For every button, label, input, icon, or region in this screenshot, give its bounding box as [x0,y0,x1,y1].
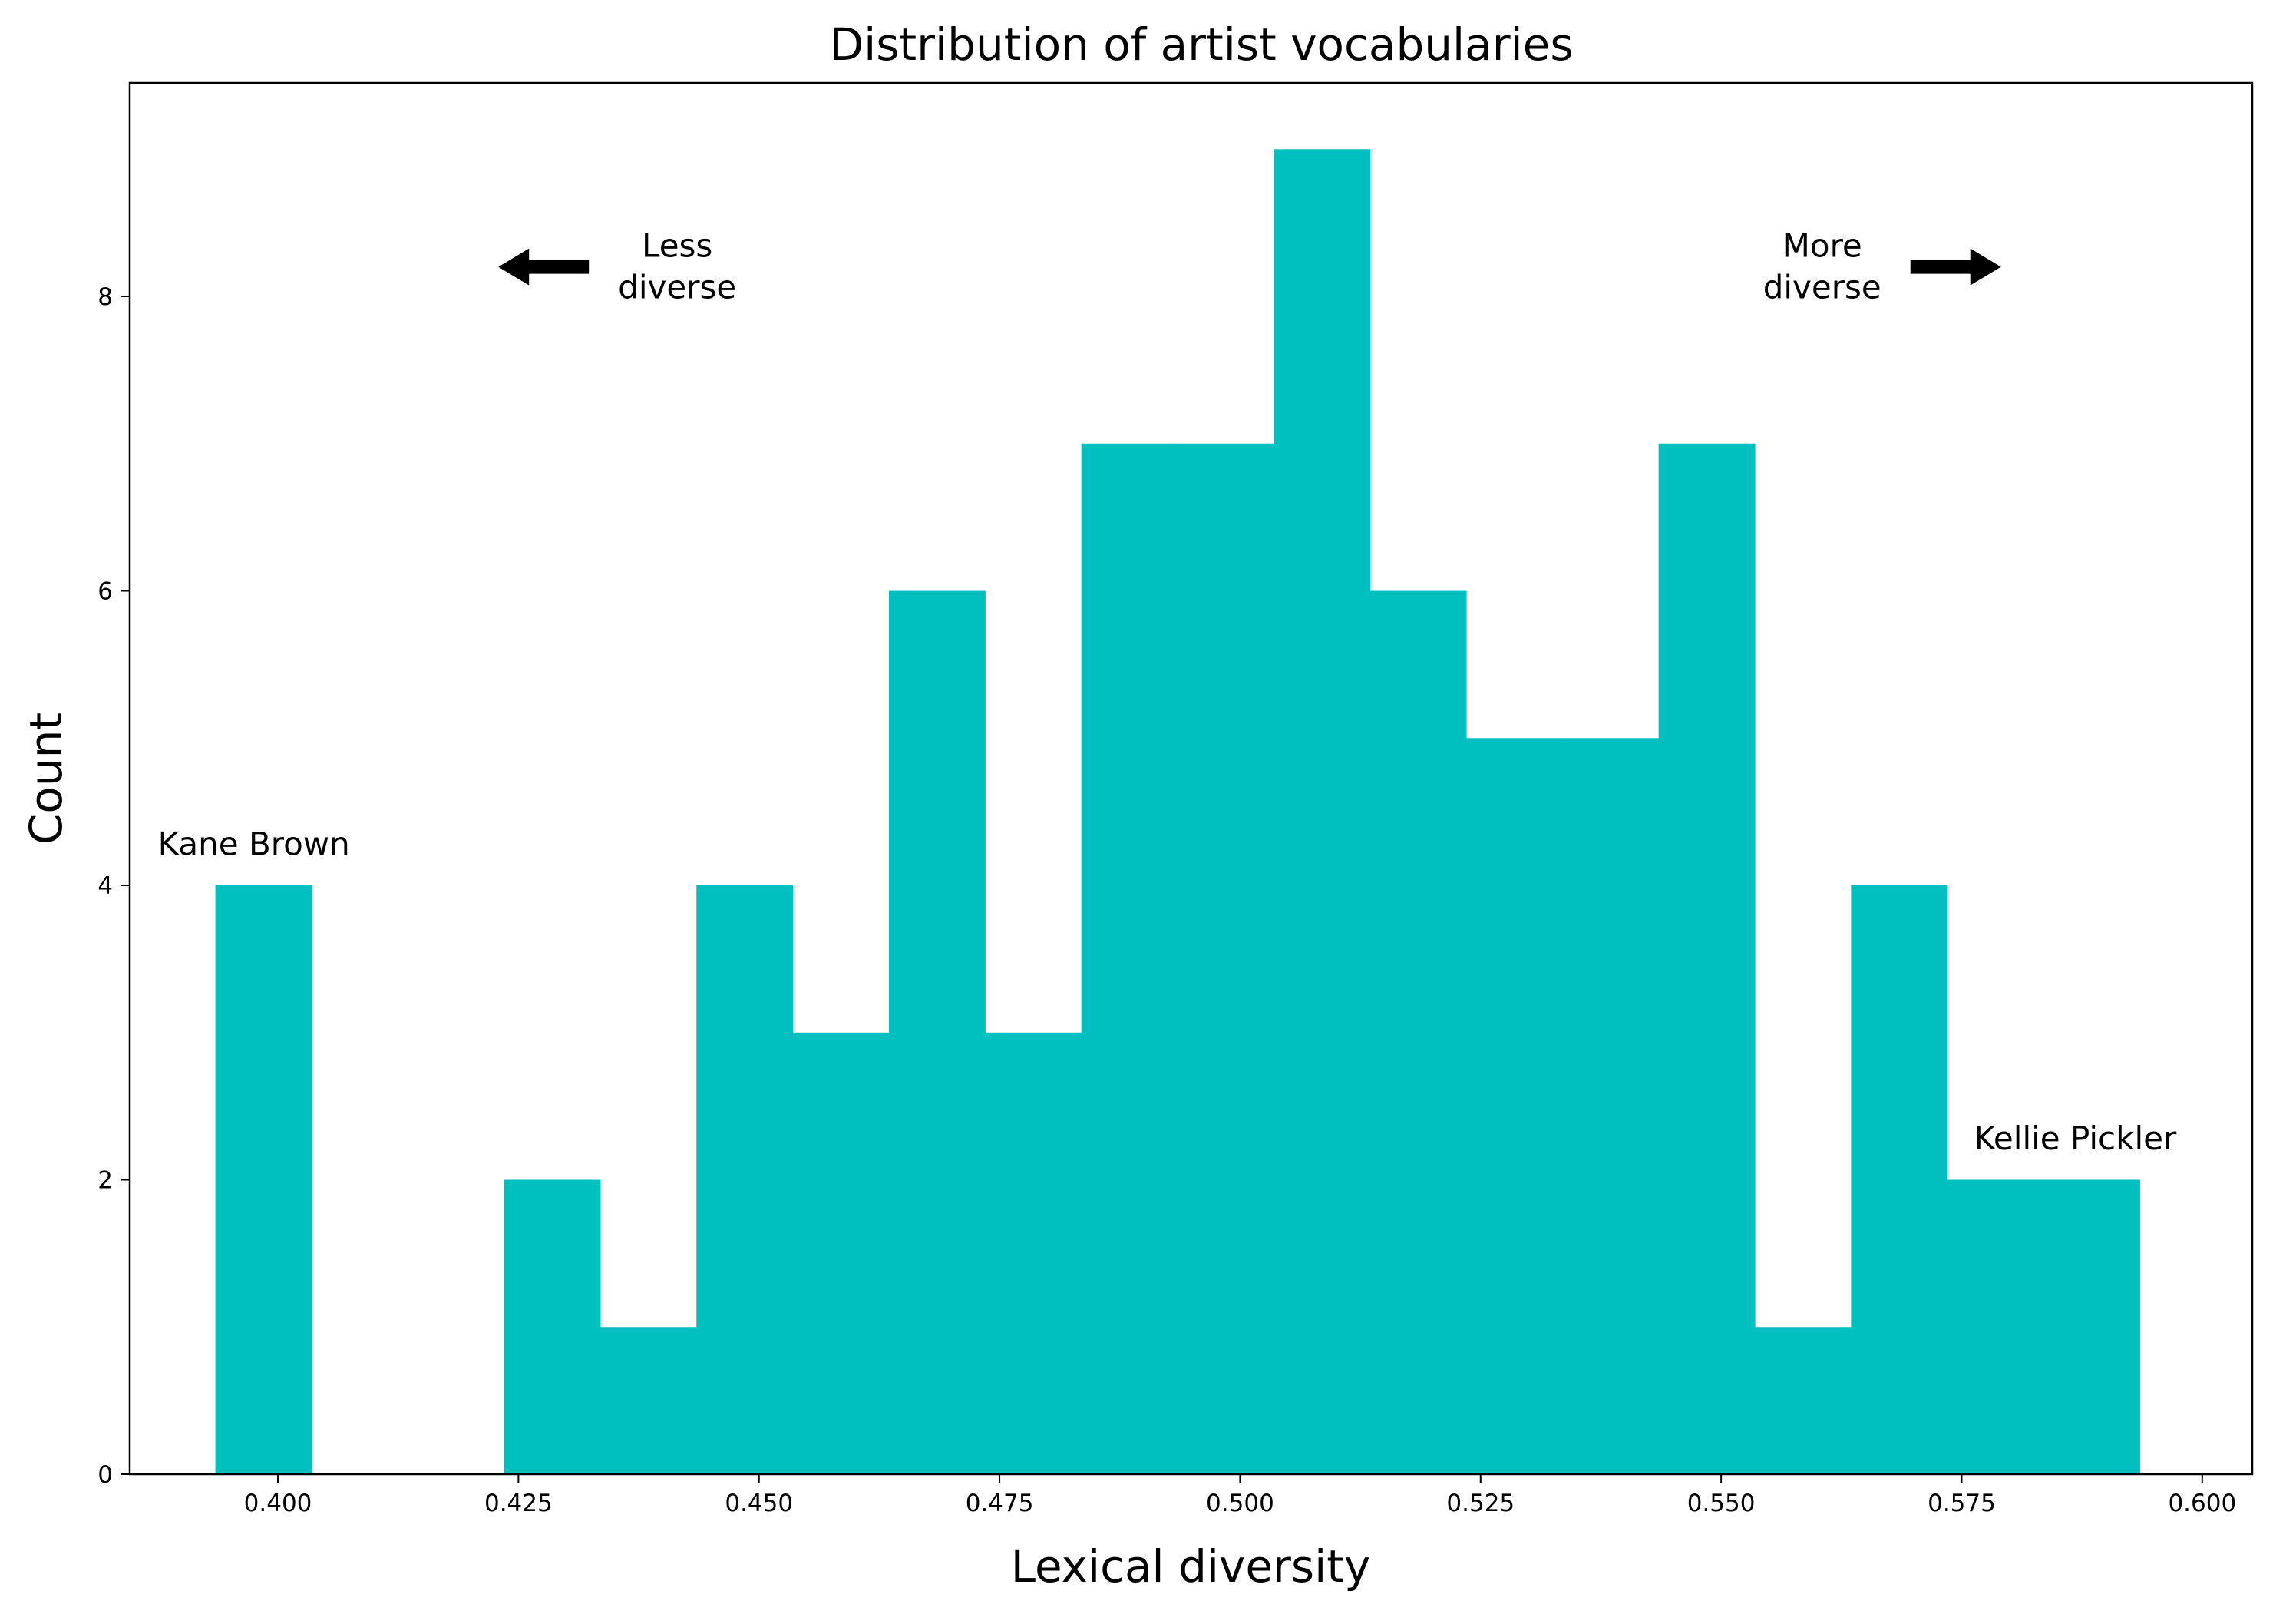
histogram-bar [1177,443,1274,1474]
annotation-text: More diverse [1763,227,1881,306]
y-axis-ticks: 0 2 4 6 8 [97,283,130,1489]
histogram-bar [2043,1179,2140,1474]
x-axis-ticks: 0.400 0.425 0.450 0.475 0.500 0.525 0.550 0.575… [244,1474,2236,1517]
annotation-text: Kane Brown [158,825,350,862]
x-tick-label: 0.475 [966,1490,1034,1517]
annotation-text: Less diverse [618,227,736,306]
x-tick-label: 0.400 [244,1490,312,1517]
annotation-text: Kellie Pickler [1974,1120,2176,1157]
arrow-left-icon [498,248,590,286]
histogram-bar [600,1327,697,1474]
arrow-right-icon [1910,248,2001,286]
annotations: Kane Brown Kellie Pickler Less diverse More d… [158,227,2177,1157]
x-tick-label: 0.550 [1687,1490,1756,1517]
histogram-bar [792,1032,890,1474]
histogram-bar [1369,590,1467,1474]
y-tick-label: 8 [97,283,113,311]
plot-frame [128,81,2254,1476]
x-tick-label: 0.575 [1928,1490,1996,1517]
y-tick-label: 2 [97,1167,113,1195]
x-tick-label: 0.525 [1446,1490,1515,1517]
x-tick-label: 0.425 [484,1490,553,1517]
histogram-bar [1754,1327,1852,1474]
histogram-bar [1274,149,1371,1474]
histogram-bar [1081,443,1178,1474]
histogram-bar [1658,443,1756,1474]
histogram-bar [215,885,312,1474]
histogram-bar [985,1032,1082,1474]
y-tick-label: 0 [97,1461,113,1489]
histogram-bar [888,590,986,1474]
histogram-bar [1465,738,1563,1474]
histogram-bar [1562,738,1660,1474]
histogram-bar [696,885,794,1474]
x-axis-title: Lexical diversity [1011,1540,1371,1593]
x-tick-label: 0.500 [1206,1490,1274,1517]
y-tick-label: 6 [97,578,113,606]
histogram-bar [1947,1179,2044,1474]
histogram-bar [504,1179,601,1474]
x-tick-label: 0.600 [2168,1490,2236,1517]
chart-title: Distribution of artist vocabularies [829,18,1573,71]
x-tick-label: 0.450 [725,1490,793,1517]
y-tick-label: 4 [97,872,113,900]
y-axis-title: Count [20,713,72,845]
histogram-bar [1851,885,1948,1474]
bars [215,149,2140,1474]
